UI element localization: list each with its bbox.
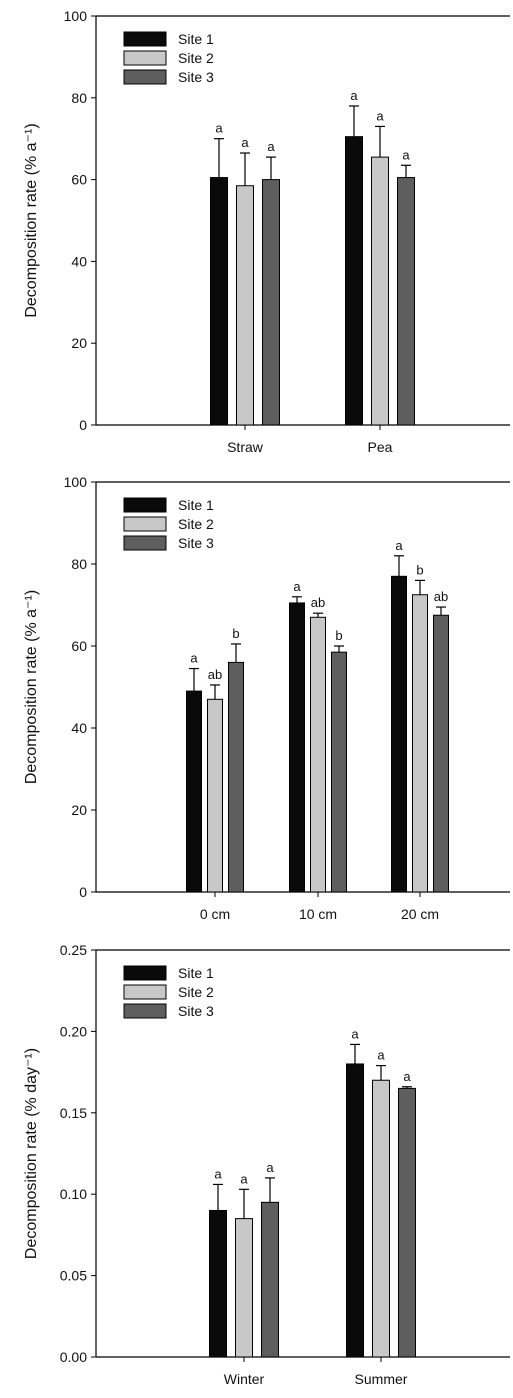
- y-tick-label: 0.00: [60, 1349, 87, 1365]
- significance-label: ab: [208, 667, 222, 682]
- bar: [207, 698, 223, 893]
- legend-swatch: [123, 535, 167, 551]
- category-label: 10 cm: [299, 906, 337, 922]
- significance-label: a: [376, 108, 384, 123]
- legend-swatch: [123, 50, 167, 66]
- category-label: Summer: [355, 1371, 408, 1387]
- legend-swatch: [123, 1003, 167, 1019]
- significance-label: a: [403, 1069, 411, 1084]
- significance-label: a: [350, 88, 358, 103]
- bar: [310, 616, 326, 893]
- significance-label: a: [266, 1160, 274, 1175]
- legend-label: Site 2: [178, 984, 214, 1000]
- bar: [289, 602, 305, 893]
- bar: [228, 661, 244, 893]
- y-tick-label: 60: [71, 172, 87, 188]
- category-label: Winter: [224, 1371, 265, 1387]
- significance-label: a: [395, 538, 403, 553]
- y-tick-label: 60: [71, 638, 87, 654]
- bar: [345, 136, 363, 426]
- bar: [346, 1063, 364, 1358]
- y-tick-label: 0.20: [60, 1023, 87, 1039]
- legend-label: Site 1: [178, 497, 214, 513]
- legend-swatch: [123, 965, 167, 981]
- y-axis-label: Decomposition rate (% a⁻¹): [23, 590, 40, 784]
- significance-label: b: [232, 626, 239, 641]
- category-label: Pea: [368, 439, 393, 455]
- significance-label: a: [293, 579, 301, 594]
- significance-label: b: [335, 628, 342, 643]
- significance-label: a: [377, 1048, 385, 1063]
- significance-label: a: [241, 135, 249, 150]
- bar: [261, 1201, 279, 1358]
- legend-label: Site 2: [178, 516, 214, 532]
- bar: [186, 690, 202, 893]
- significance-label: a: [351, 1026, 359, 1041]
- significance-label: ab: [434, 589, 448, 604]
- category-label: 20 cm: [401, 906, 439, 922]
- significance-label: a: [402, 147, 410, 162]
- bar: [391, 575, 407, 893]
- y-axis-label: Decomposition rate (% a⁻¹): [23, 123, 40, 317]
- significance-label: b: [416, 562, 423, 577]
- y-tick-label: 0.05: [60, 1268, 87, 1284]
- bar: [372, 1079, 390, 1358]
- legend-swatch: [123, 984, 167, 1000]
- legend-label: Site 3: [178, 1003, 214, 1019]
- significance-label: a: [240, 1171, 248, 1186]
- bar: [433, 614, 449, 893]
- legend-label: Site 3: [178, 535, 214, 551]
- y-tick-label: 0.10: [60, 1186, 87, 1202]
- y-tick-label: 100: [64, 8, 88, 24]
- legend-label: Site 3: [178, 69, 214, 85]
- bar: [209, 1209, 227, 1358]
- bar: [398, 1087, 416, 1358]
- bar: [331, 651, 347, 893]
- bar: [412, 594, 428, 893]
- legend-label: Site 2: [178, 50, 214, 66]
- y-tick-label: 0: [79, 884, 87, 900]
- legend-label: Site 1: [178, 965, 214, 981]
- bar: [236, 185, 254, 426]
- y-tick-label: 40: [71, 253, 87, 269]
- category-label: 0 cm: [200, 906, 230, 922]
- legend-swatch: [123, 69, 167, 85]
- y-axis-label: Decomposition rate (% day⁻¹): [23, 1048, 40, 1259]
- bar: [210, 177, 228, 426]
- significance-label: a: [215, 121, 223, 136]
- legend-swatch: [123, 31, 167, 47]
- y-tick-label: 20: [71, 802, 87, 818]
- y-tick-label: 0.15: [60, 1105, 87, 1121]
- bar: [397, 177, 415, 426]
- y-tick-label: 100: [64, 474, 88, 490]
- significance-label: a: [214, 1166, 222, 1181]
- significance-label: a: [267, 139, 275, 154]
- legend-swatch: [123, 497, 167, 513]
- bar: [262, 179, 280, 426]
- y-tick-label: 40: [71, 720, 87, 736]
- category-label: Straw: [227, 439, 264, 455]
- y-tick-label: 0: [79, 417, 87, 433]
- legend-label: Site 1: [178, 31, 214, 47]
- significance-label: ab: [311, 595, 325, 610]
- y-tick-label: 0.25: [60, 942, 87, 958]
- legend-swatch: [123, 516, 167, 532]
- bar: [371, 156, 389, 426]
- y-tick-label: 80: [71, 90, 87, 106]
- significance-label: a: [190, 651, 198, 666]
- y-tick-label: 80: [71, 556, 87, 572]
- bar: [235, 1218, 253, 1358]
- y-tick-label: 20: [71, 335, 87, 351]
